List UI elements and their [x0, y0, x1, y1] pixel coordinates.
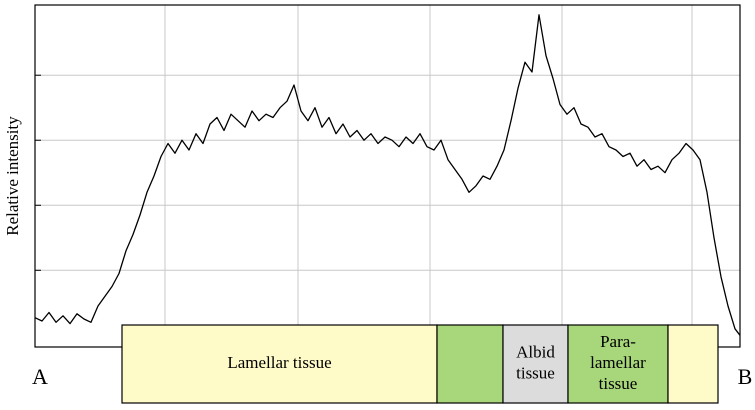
- plot-frame: [34, 4, 741, 348]
- y-axis-label: Relative intensity: [3, 116, 22, 236]
- region-label: tissue: [516, 363, 555, 382]
- region-label: Para-: [600, 332, 636, 351]
- tissue-region: [667, 324, 719, 404]
- region-label: tissue: [599, 374, 638, 393]
- tissue-region: [502, 324, 569, 404]
- end-label: B: [738, 364, 753, 389]
- tissue-region: [436, 324, 504, 404]
- region-label: lamellar: [590, 353, 646, 372]
- start-label: A: [32, 364, 48, 389]
- tissue-region: [567, 324, 669, 404]
- intensity-line: [34, 14, 741, 336]
- region-label: Albid: [516, 342, 555, 361]
- region-label: Lamellar tissue: [227, 353, 331, 372]
- tissue-region: [121, 324, 438, 404]
